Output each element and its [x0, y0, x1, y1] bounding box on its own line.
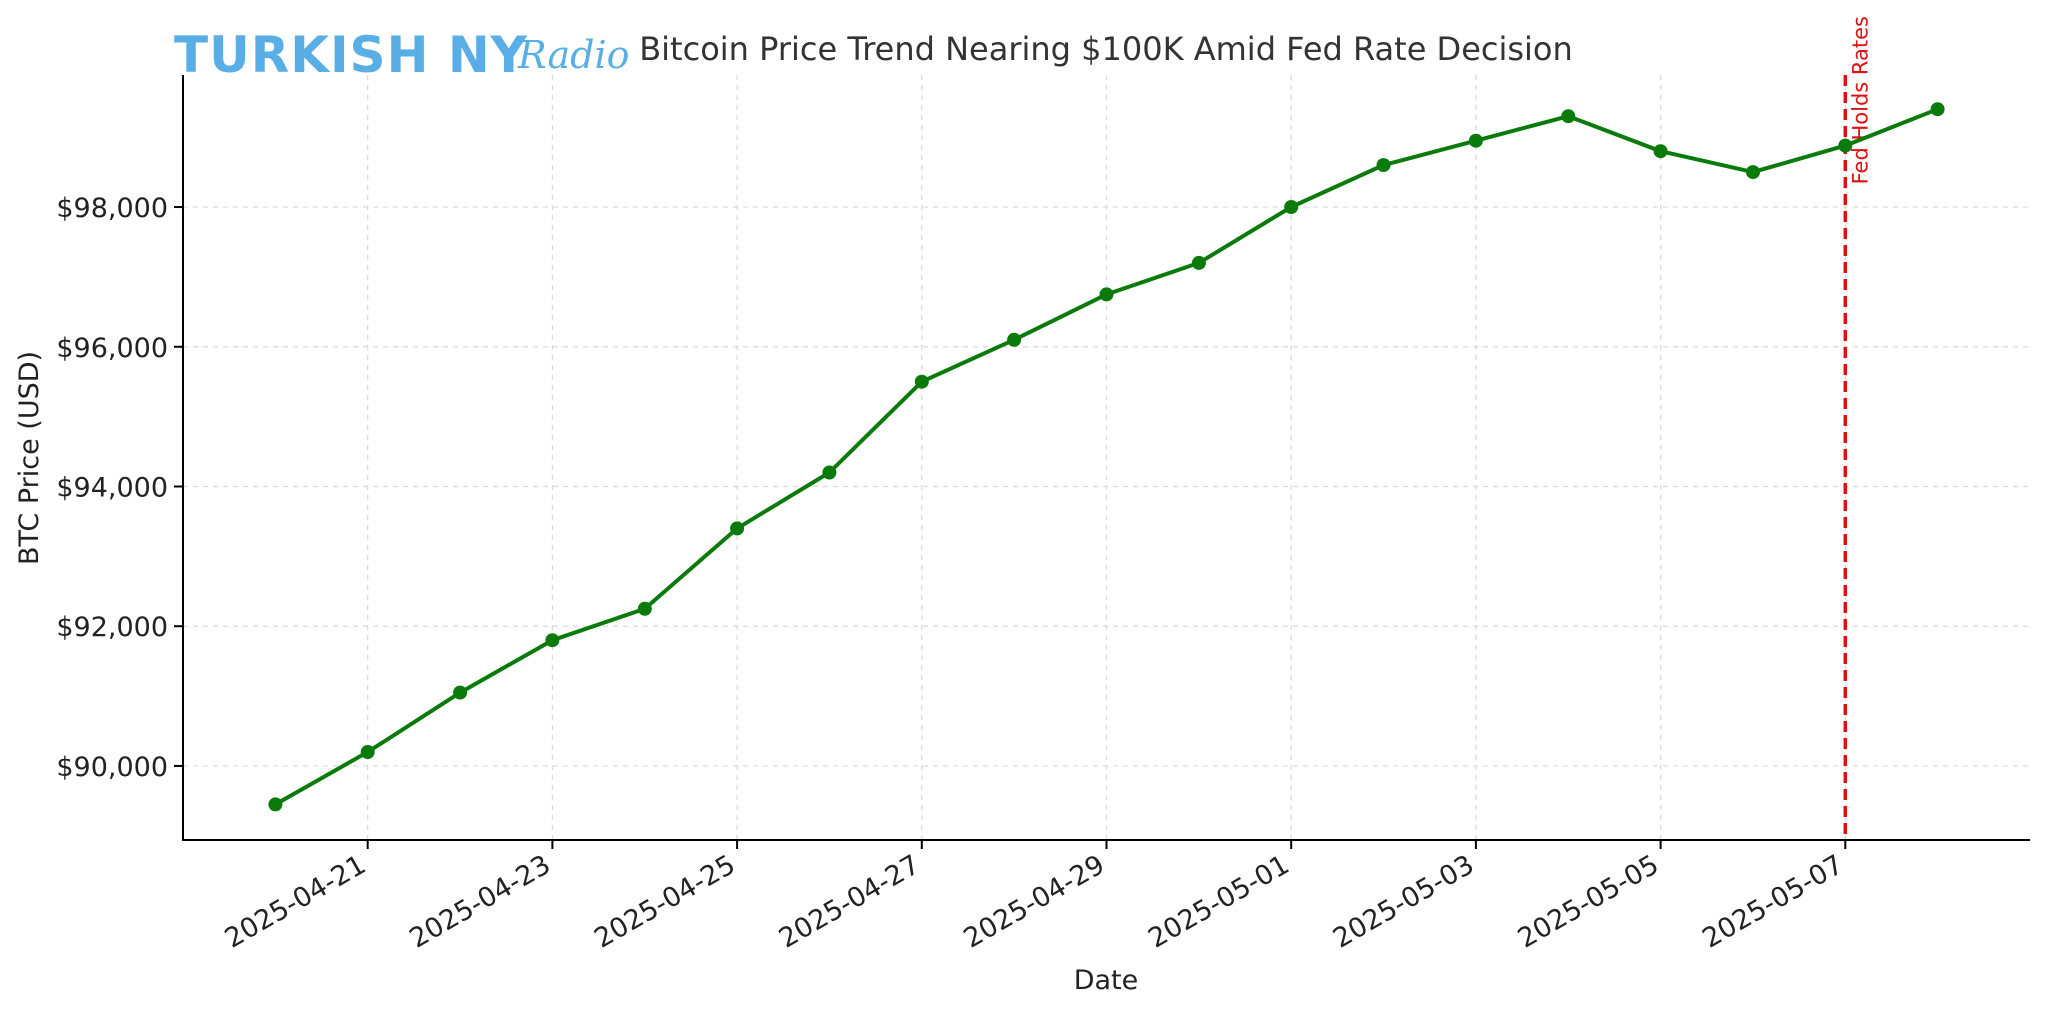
price-point — [545, 633, 560, 648]
x-tick-label: 2025-04-27 — [774, 849, 925, 954]
x-tick-label: 2025-05-05 — [1513, 849, 1664, 954]
logo-script-text: Radio — [517, 33, 630, 77]
price-point — [1007, 332, 1022, 347]
event-markers: Fed Holds Rates — [1843, 16, 1872, 840]
y-axis-label: BTC Price (USD) — [14, 351, 45, 565]
chart-title: Bitcoin Price Trend Nearing $100K Amid F… — [639, 30, 1573, 68]
x-tick-label: 2025-04-23 — [405, 849, 556, 954]
price-point — [1284, 200, 1299, 214]
x-tick-label: 2025-04-21 — [220, 849, 371, 954]
x-tick-label: 2025-05-07 — [1697, 849, 1848, 954]
price-point — [822, 465, 837, 480]
price-point — [1376, 158, 1391, 173]
x-tick-label: 2025-04-29 — [959, 849, 1110, 954]
x-tick-label: 2025-05-01 — [1143, 849, 1294, 954]
price-point — [1191, 255, 1206, 270]
axes — [174, 75, 2030, 849]
price-point — [1468, 133, 1483, 148]
y-tick-label: $90,000 — [56, 752, 168, 783]
price-point — [1653, 144, 1668, 159]
price-point — [1561, 109, 1576, 124]
y-tick-label: $98,000 — [56, 193, 168, 224]
price-series — [268, 102, 1945, 812]
price-point — [1838, 138, 1853, 153]
y-tick-label: $92,000 — [56, 612, 168, 643]
logo: TURKISH NY Radio — [174, 26, 630, 84]
price-point — [268, 797, 283, 812]
price-point — [453, 685, 468, 700]
x-tick-label: 2025-05-03 — [1328, 849, 1479, 954]
axis-spines — [182, 75, 2030, 841]
price-point — [914, 374, 929, 389]
y-tick-label: $94,000 — [56, 472, 168, 503]
grid-lines — [183, 75, 2030, 840]
price-point — [360, 745, 375, 759]
x-tick-label: 2025-04-25 — [589, 849, 740, 954]
price-point — [730, 521, 745, 536]
fed-decision-label: Fed Holds Rates — [1848, 16, 1872, 184]
y-tick-label: $96,000 — [56, 333, 168, 364]
price-point — [1746, 165, 1760, 180]
price-point — [1099, 287, 1114, 302]
price-point — [637, 601, 652, 616]
price-point — [1930, 102, 1945, 117]
logo-main-text: TURKISH NY — [174, 26, 528, 84]
x-axis-label: Date — [1074, 965, 1139, 996]
